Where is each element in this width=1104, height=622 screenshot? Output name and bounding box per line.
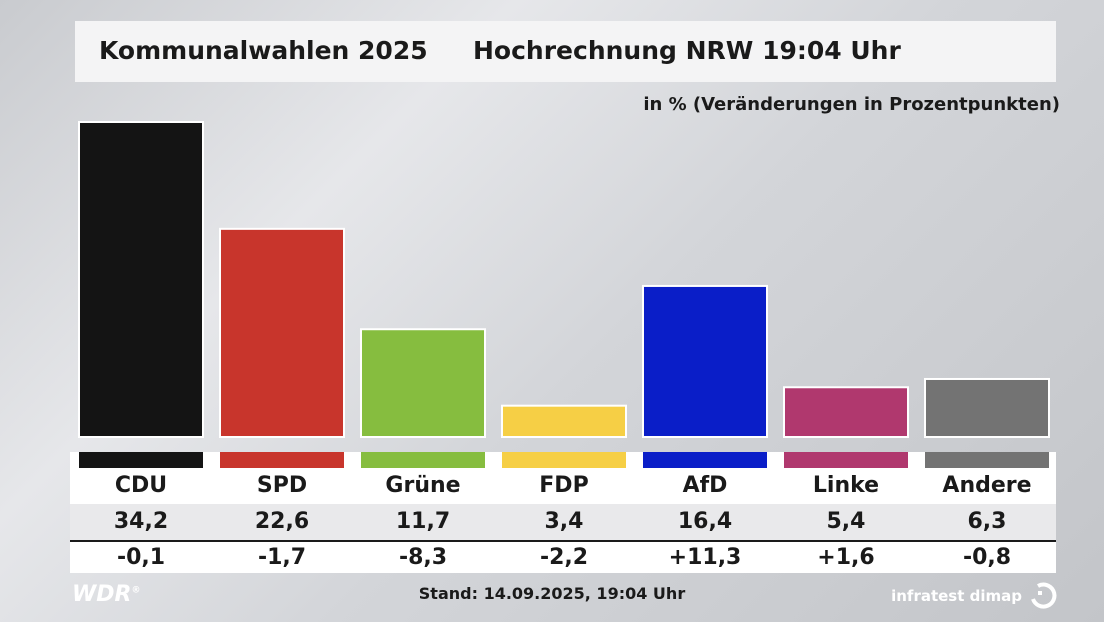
title-bar: Kommunalwahlen 2025 Hochrechnung NRW 19:…	[75, 21, 1056, 82]
bar-gruene	[360, 328, 486, 439]
bar-andere	[924, 377, 1050, 439]
color-strip-fdp	[502, 452, 626, 468]
change-label-afd: +11,3	[668, 545, 742, 570]
bar-chart	[78, 121, 1050, 439]
change-label-spd: -1,7	[257, 545, 307, 570]
unit-subtitle: in % (Veränderungen in Prozentpunkten)	[643, 94, 1060, 115]
party-label-spd: SPD	[256, 473, 308, 498]
party-name-row: CDU SPD Grüne FDP AfD Linke Andere	[70, 468, 1056, 504]
value-label-gruene: 11,7	[395, 509, 451, 534]
change-label-fdp: -2,2	[539, 545, 589, 570]
color-strip-gruene	[361, 452, 485, 468]
infratest-dimap-label: infratest dimap	[891, 587, 1022, 605]
election-title: Kommunalwahlen 2025	[99, 36, 428, 65]
change-label-andere: -0,8	[962, 545, 1012, 570]
color-strip-spd	[220, 452, 344, 468]
stand-timestamp: Stand: 14.09.2025, 19:04 Uhr	[418, 584, 686, 603]
value-label-andere: 6,3	[967, 509, 1007, 534]
party-label-cdu: CDU	[114, 473, 168, 498]
bar-cdu	[78, 121, 204, 438]
change-row: -0,1 -1,7 -8,3 -2,2 +11,3 +1,6 -0,8	[70, 540, 1056, 573]
wdr-logo: WDR®	[72, 582, 141, 607]
party-label-afd: AfD	[682, 473, 728, 498]
value-label-afd: 16,4	[677, 509, 733, 534]
bar-fdp	[501, 404, 627, 438]
party-label-linke: Linke	[812, 473, 880, 498]
party-label-gruene: Grüne	[385, 473, 461, 498]
change-label-gruene: -8,3	[398, 545, 448, 570]
bar-linke	[783, 386, 909, 438]
bar-spd	[219, 227, 345, 438]
party-label-fdp: FDP	[539, 473, 589, 498]
party-label-andere: Andere	[942, 473, 1032, 498]
percent-row: 34,2 22,6 11,7 3,4 16,4 5,4 6,3	[70, 504, 1056, 540]
color-strip-andere	[925, 452, 1049, 468]
value-label-linke: 5,4	[826, 509, 866, 534]
color-strip-afd	[643, 452, 767, 468]
change-label-cdu: -0,1	[116, 545, 166, 570]
value-label-spd: 22,6	[254, 509, 310, 534]
projection-title: Hochrechnung NRW 19:04 Uhr	[473, 36, 901, 65]
color-strip-cdu	[79, 452, 203, 468]
color-strip-linke	[784, 452, 908, 468]
results-table: CDU SPD Grüne FDP AfD Linke Andere 34,2 22,6 11,…	[70, 452, 1056, 573]
change-label-linke: +1,6	[817, 545, 875, 570]
bar-afd	[642, 284, 768, 438]
infratest-dimap-icon	[1031, 582, 1057, 609]
value-label-cdu: 34,2	[113, 509, 169, 534]
value-label-fdp: 3,4	[544, 509, 584, 534]
